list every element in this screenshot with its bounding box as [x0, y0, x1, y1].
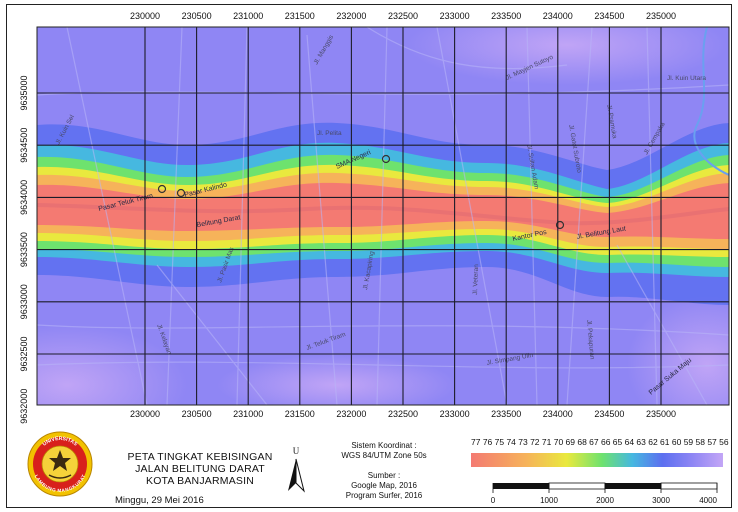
street-network: [37, 27, 729, 405]
street-label: Jl. Pekapuran: [585, 320, 595, 361]
x-tick-label: 234500: [594, 11, 624, 21]
x-tick-label: 230000: [130, 11, 160, 21]
coord-value: WGS 84/UTM Zone 50s: [341, 451, 427, 460]
x-tick-label: 235000: [646, 409, 676, 419]
distance-scale-bar: 0 1000 2000 3000 4000: [491, 482, 718, 505]
x-tick-label: 233500: [491, 409, 521, 419]
y-tick-label: 9632000: [19, 389, 29, 424]
x-axis-top: 230000 230500 231000 231500 232000 232500 2330…: [130, 11, 676, 21]
place-marker: [381, 154, 391, 164]
x-tick-label: 230500: [182, 409, 212, 419]
title-line-2: JALAN BELITUNG DARAT: [135, 463, 265, 475]
y-tick-label: 9632500: [19, 336, 29, 371]
north-label: U: [293, 446, 300, 456]
university-logo: UNIVERSITAS LAMBUNG MANGKURAT: [27, 431, 93, 497]
x-tick-label: 231500: [285, 409, 315, 419]
source-line-2: Program Surfer, 2016: [345, 491, 423, 500]
map-frame: Jl. Kuin Sel Jl. Pelita Jl. Kelayan Jl. …: [6, 4, 732, 508]
x-tick-label: 231000: [233, 409, 263, 419]
scale-label: 2000: [596, 496, 614, 505]
y-tick-label: 9633500: [19, 232, 29, 267]
map-title: PETA TINGKAT KEBISINGAN JALAN BELITUNG D…: [115, 451, 285, 487]
coordinate-info: Sistem Koordinat : WGS 84/UTM Zone 50s S…: [319, 441, 449, 501]
noise-map: Jl. Kuin Sel Jl. Pelita Jl. Kelayan Jl. …: [19, 11, 730, 424]
title-line-1: PETA TINGKAT KEBISINGAN: [127, 451, 273, 463]
x-tick-label: 230500: [182, 11, 212, 21]
x-tick-label: 234500: [594, 409, 624, 419]
river: [693, 27, 729, 176]
north-arrow-icon: U: [288, 446, 305, 493]
place-marker: [555, 220, 565, 230]
street-label: Jl. Veteran: [472, 264, 480, 295]
scale-label: 1000: [540, 496, 558, 505]
source-title: Sumber :: [367, 471, 401, 480]
place-marker: [157, 184, 167, 194]
y-tick-label: 9634500: [19, 128, 29, 163]
coord-title: Sistem Koordinat :: [351, 441, 417, 450]
y-tick-label: 9634000: [19, 180, 29, 215]
street-label: Jl. Pelita: [317, 130, 342, 137]
x-tick-label: 232500: [388, 409, 418, 419]
coordinate-grid: [37, 27, 729, 405]
x-tick-label: 233000: [440, 409, 470, 419]
y-axis: 9635000 9634500 9634000 9633500 9633000 96325…: [19, 75, 29, 423]
svg-text:UNIVERSITAS: UNIVERSITAS: [42, 436, 79, 448]
scale-label: 0: [491, 496, 496, 505]
x-tick-label: 235000: [646, 11, 676, 21]
x-axis-bottom: 230000 230500 231000 231500 232000 232500 2330…: [130, 409, 676, 419]
x-tick-label: 233000: [440, 11, 470, 21]
map-border: [36, 26, 730, 406]
street-label: Jl. Kuin Utara: [667, 75, 706, 82]
scale-label: 4000: [699, 496, 717, 505]
x-tick-label: 231500: [285, 11, 315, 21]
source-line-1: Google Map, 2016: [351, 481, 417, 490]
y-tick-label: 9635000: [19, 75, 29, 110]
x-tick-label: 232000: [336, 409, 366, 419]
x-tick-label: 234000: [543, 11, 573, 21]
noise-color-bar: [471, 453, 723, 467]
legend-panel: UNIVERSITAS LAMBUNG MANGKURAT PETA TINGK…: [19, 423, 733, 507]
place-marker: [176, 188, 186, 198]
map-date: Minggu, 29 Mei 2016: [115, 495, 204, 506]
x-tick-label: 232000: [336, 11, 366, 21]
logo-text-top: UNIVERSITAS: [42, 436, 79, 448]
x-tick-label: 232500: [388, 11, 418, 21]
scale-label: 3000: [652, 496, 670, 505]
y-tick-label: 9633000: [19, 284, 29, 319]
x-tick-label: 231000: [233, 11, 263, 21]
x-tick-label: 234000: [543, 409, 573, 419]
noise-scale-values: 77 76 75 74 73 72 71 70 69 68 67 66 65 6…: [471, 437, 729, 447]
x-tick-label: 230000: [130, 409, 160, 419]
x-tick-label: 233500: [491, 11, 521, 21]
road-belitung: [37, 203, 729, 226]
title-line-3: KOTA BANJARMASIN: [145, 475, 255, 487]
